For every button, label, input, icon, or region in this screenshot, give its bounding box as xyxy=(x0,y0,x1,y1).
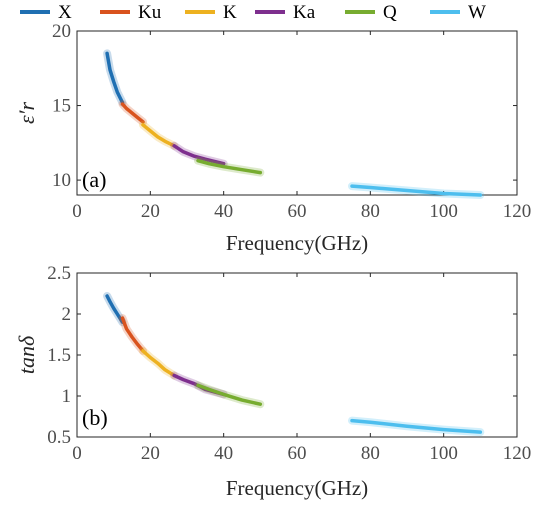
series-line-ka xyxy=(172,144,226,166)
legend-label-w: W xyxy=(468,2,486,23)
y-axis-title-b: tanδ xyxy=(14,335,39,374)
y-tick-label: 0.5 xyxy=(47,427,71,448)
x-tick-label: 0 xyxy=(72,201,82,222)
x-axis-title-b: Frequency(GHz) xyxy=(226,476,368,500)
legend-label-ka: Ka xyxy=(293,2,316,23)
x-tick-label: 20 xyxy=(141,201,160,222)
legend: X Ku K Ka Q W xyxy=(20,2,486,23)
x-tick-label: 80 xyxy=(361,201,380,222)
legend-label-ku: Ku xyxy=(138,2,162,23)
y-axis-title-a: ε′r xyxy=(14,102,39,124)
ticks-a: 0 20 40 60 80 100 120 10 15 20 xyxy=(52,21,531,222)
x-tick-label: 40 xyxy=(214,201,233,222)
series-line-k xyxy=(141,349,176,378)
x-tick-label: 100 xyxy=(429,201,458,222)
y-tick-label: 20 xyxy=(52,21,71,42)
legend-label-x: X xyxy=(58,2,72,23)
x-tick-label: 60 xyxy=(288,443,307,464)
y-tick-label: 2 xyxy=(62,304,72,325)
panel-a: 0 20 40 60 80 100 120 10 15 20 (a) Frequency(GHz)… xyxy=(14,21,531,255)
series-line-w xyxy=(350,184,483,197)
series-line-x xyxy=(105,51,125,105)
series-line-q xyxy=(196,383,263,406)
y-tick-label: 1 xyxy=(62,386,72,407)
y-tick-label: 1.5 xyxy=(47,345,71,366)
legend-label-k: K xyxy=(223,2,237,23)
series-line-ku xyxy=(120,102,145,124)
panel-label-a: (a) xyxy=(82,167,106,192)
x-axis-title-a: Frequency(GHz) xyxy=(226,231,368,255)
series-line-k xyxy=(141,123,176,148)
series-line-ku xyxy=(120,316,145,353)
series-line-w xyxy=(350,418,483,434)
y-tick-label: 10 xyxy=(52,170,71,191)
y-tick-label: 2.5 xyxy=(47,263,71,284)
x-tick-label: 20 xyxy=(141,443,160,464)
x-tick-label: 40 xyxy=(214,443,233,464)
panel-b: 0 20 40 60 80 100 120 0.5 1 1.5 2 2.5 (b) Frequency… xyxy=(14,263,531,500)
x-tick-label: 60 xyxy=(288,201,307,222)
x-tick-label: 100 xyxy=(429,443,458,464)
y-tick-label: 15 xyxy=(52,96,71,117)
legend-label-q: Q xyxy=(383,2,397,23)
series-a xyxy=(103,49,485,199)
series-line-x xyxy=(105,294,125,324)
ticks-b: 0 20 40 60 80 100 120 0.5 1 1.5 2 2.5 xyxy=(47,263,531,464)
x-tick-label: 80 xyxy=(361,443,380,464)
series-b xyxy=(103,292,485,437)
panel-label-b: (b) xyxy=(82,405,108,430)
x-tick-label: 120 xyxy=(503,443,532,464)
series-line-q xyxy=(196,158,263,175)
x-tick-label: 0 xyxy=(72,443,82,464)
x-tick-label: 120 xyxy=(503,201,532,222)
plot-area-a xyxy=(76,30,518,196)
